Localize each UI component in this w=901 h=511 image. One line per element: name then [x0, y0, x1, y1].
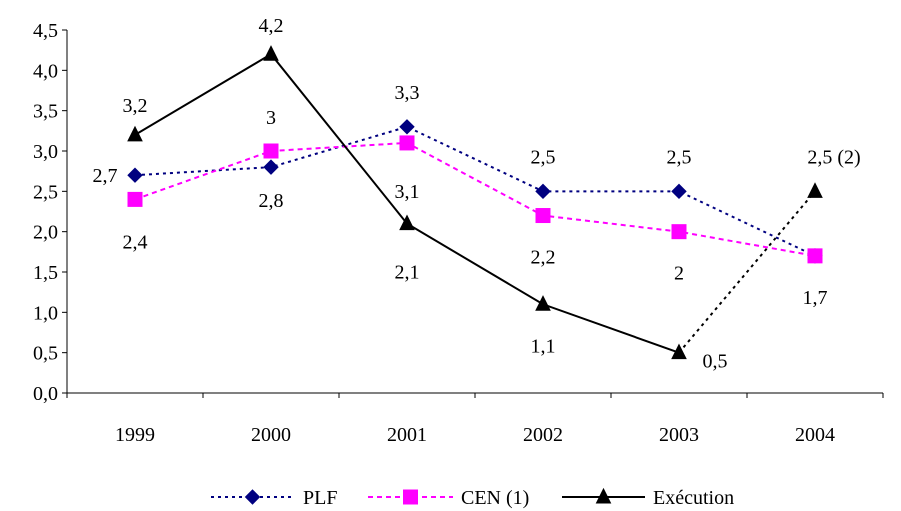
- data-label: 0,5: [703, 351, 728, 373]
- y-tick-label: 2,0: [33, 222, 58, 244]
- x-tick-label: 2004: [795, 424, 835, 446]
- y-tick-label: 1,0: [33, 302, 58, 324]
- legend-label: CEN (1): [461, 487, 529, 509]
- series-cen-1-point: [127, 191, 143, 207]
- legend-label: Exécution: [653, 487, 734, 509]
- data-label: 1,7: [803, 287, 828, 309]
- series-ex-cution-point: [671, 343, 687, 360]
- y-tick-label: 3,0: [33, 141, 58, 163]
- x-tick-label: 2002: [523, 424, 563, 446]
- series-plf-point: [263, 159, 279, 175]
- y-tick-label: 0,0: [33, 383, 58, 405]
- data-label: 2,5: [531, 146, 556, 168]
- y-tick-label: 4,5: [33, 20, 58, 42]
- y-tick-label: 4,0: [33, 60, 58, 82]
- series-cen-1-point: [263, 143, 279, 159]
- x-tick-label: 2001: [387, 424, 427, 446]
- data-label: 2: [674, 263, 684, 285]
- series-plf-point: [127, 167, 143, 183]
- x-tick-label: 2003: [659, 424, 699, 446]
- legend-marker: [244, 489, 261, 505]
- data-label: 3,3: [395, 82, 420, 104]
- data-label: 2,4: [123, 231, 148, 253]
- series-cen-1-point: [535, 208, 551, 224]
- data-label: 2,1: [395, 262, 420, 284]
- series-cen-1-point: [399, 135, 415, 151]
- axes: [66, 30, 883, 394]
- series-plf-line: [134, 125, 816, 257]
- data-label: 1,1: [531, 335, 556, 357]
- data-label: 2,5 (2): [807, 146, 860, 168]
- x-axis-ticks: 1999 2000 2001 2002 2003 2004: [66, 393, 884, 446]
- series-ex-cution-point: [807, 182, 823, 198]
- series-lines: [134, 52, 816, 354]
- data-label: 2,7: [93, 165, 118, 187]
- legend-marker: [595, 487, 612, 504]
- series-cen-1-point: [807, 248, 823, 264]
- x-tick-label: 1999: [115, 424, 155, 446]
- legend-label: PLF: [303, 487, 337, 509]
- x-tick-label: 2000: [251, 424, 291, 446]
- y-tick-label: 0,5: [33, 343, 58, 365]
- data-label: 3: [266, 107, 276, 129]
- series-ex-cution-point: [535, 295, 551, 311]
- data-label: 3,1: [395, 181, 420, 203]
- y-tick-label: 2,5: [33, 181, 58, 203]
- series-ex-cution-point: [127, 125, 143, 142]
- series-ex-cution-point: [399, 214, 415, 231]
- series-ex-cution-point: [263, 45, 279, 61]
- data-label: 2,8: [259, 190, 284, 212]
- y-tick-label: 1,5: [33, 262, 58, 284]
- y-axis-ticks: 0,0 0,5 1,0 1,5 2,0 2,5 3,0 3,5 4,0 4,5: [33, 20, 67, 405]
- data-label: 3,2: [123, 95, 148, 117]
- legend: PLF CEN (1) Exécution: [211, 487, 734, 509]
- data-label: 2,2: [531, 247, 556, 269]
- series-ex-cution-projection-line: [678, 190, 816, 354]
- series-plf-point: [535, 183, 551, 200]
- data-label: 2,5: [667, 146, 692, 168]
- data-label: 4,2: [259, 15, 284, 37]
- series-cen-1-point: [671, 224, 687, 240]
- y-tick-label: 3,5: [33, 101, 58, 123]
- data-labels: 2,7 2,8 3,3 2,5 2,5 2,4 3 3,1 2,2 2 1,7 3,2 4,2 2,1 1,…: [93, 15, 861, 372]
- legend-marker: [403, 489, 418, 505]
- series-cen-1-line: [134, 141, 816, 257]
- series-plf-point: [671, 183, 687, 200]
- series-markers: [127, 45, 823, 360]
- series-plf-point: [399, 119, 415, 135]
